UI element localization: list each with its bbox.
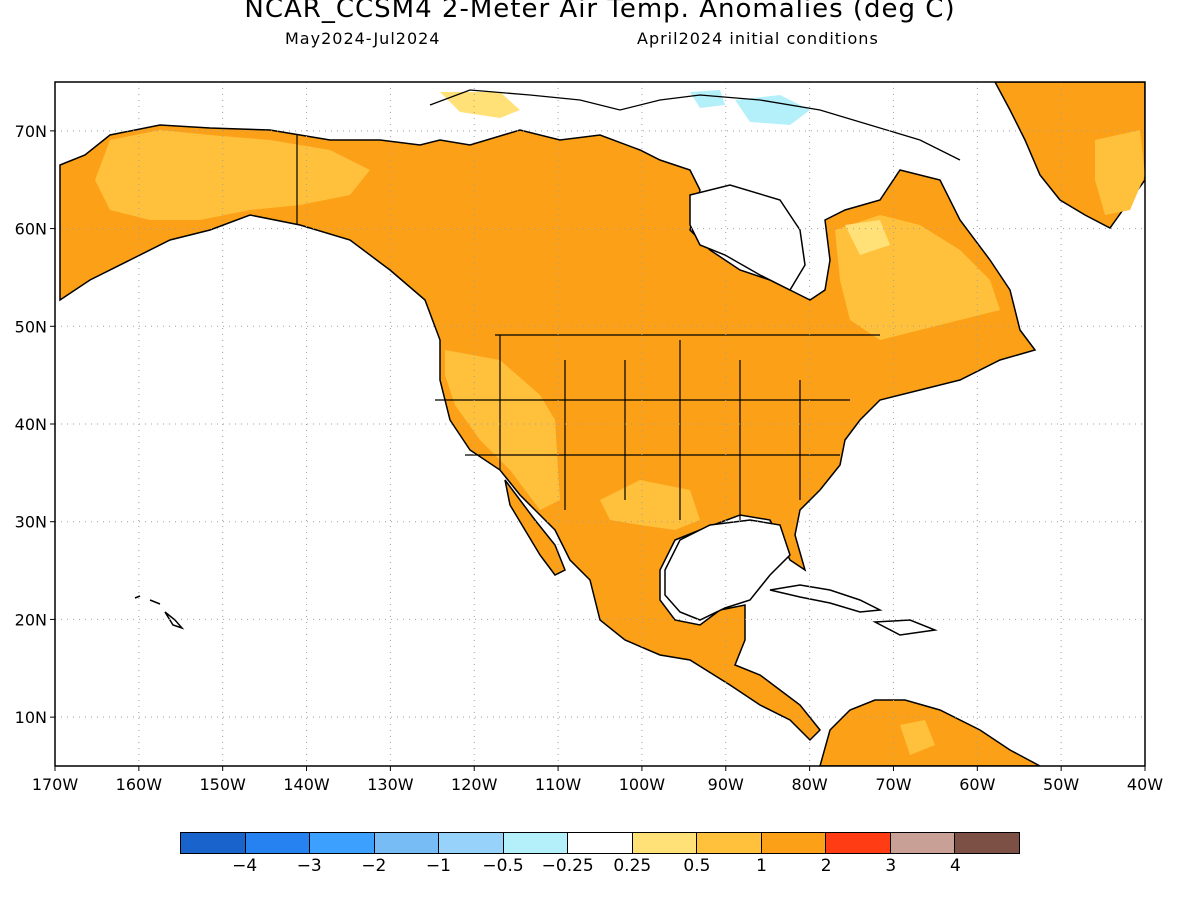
legend-label: −0.25 xyxy=(541,856,594,876)
legend-label: 0.5 xyxy=(683,856,711,876)
legend-swatch xyxy=(761,833,827,853)
cold-anomaly-baffin xyxy=(735,95,810,125)
longitude-label: 70W xyxy=(875,775,911,794)
weak-anomaly-region-north-quebec xyxy=(845,220,890,255)
legend-label: −2 xyxy=(361,856,387,876)
initial-conditions: April2024 initial conditions xyxy=(637,29,879,48)
legend-label: 0.25 xyxy=(613,856,652,876)
legend-swatch xyxy=(181,833,246,853)
legend-label: 4 xyxy=(949,856,961,876)
longitude-label: 80W xyxy=(792,775,828,794)
longitude-label: 90W xyxy=(708,775,744,794)
cold-anomaly-arctic-islands xyxy=(690,90,725,108)
hispaniola-island xyxy=(872,619,938,636)
forecast-period: May2024-Jul2024 xyxy=(285,29,441,48)
legend-swatch xyxy=(503,833,569,853)
weak-anomaly-region-alaska xyxy=(95,130,370,220)
latitude-label: 20N xyxy=(15,610,47,629)
legend-swatch xyxy=(439,833,504,853)
longitude-label: 50W xyxy=(1043,775,1079,794)
longitude-label: 110W xyxy=(535,775,582,794)
map-title: NCAR_CCSM4 2-Meter Air Temp. Anomalies (… xyxy=(244,0,956,24)
longitude-label: 130W xyxy=(367,775,414,794)
legend-swatch xyxy=(632,833,698,853)
longitude-axis: 170W 160W 150W 140W 130W 120W 110W 100W 90W 80W 70… xyxy=(32,766,1163,794)
longitude-label: 40W xyxy=(1127,775,1163,794)
legend-swatch xyxy=(310,833,375,853)
legend-label: 3 xyxy=(885,856,897,876)
latitude-label: 50N xyxy=(15,317,47,336)
longitude-label: 170W xyxy=(32,775,79,794)
latitude-label: 40N xyxy=(15,415,47,434)
hawaii-islands xyxy=(134,595,185,630)
legend-label: −3 xyxy=(296,856,322,876)
legend-label: −4 xyxy=(232,856,258,876)
arctic-islands-outline xyxy=(429,89,961,161)
weak-anomaly-region-greenland xyxy=(1095,130,1145,215)
legend-swatch xyxy=(826,833,891,853)
graticule xyxy=(55,82,1145,766)
longitude-label: 150W xyxy=(200,775,247,794)
color-legend xyxy=(180,832,1020,854)
legend-swatch xyxy=(955,833,1019,853)
weak-anomaly-region-west-us xyxy=(445,350,560,510)
weak-anomaly-region-arctic xyxy=(440,92,520,118)
cuba-island xyxy=(769,584,883,613)
longitude-label: 160W xyxy=(116,775,163,794)
south-america-weak-anomaly xyxy=(900,720,935,755)
latitude-label: 30N xyxy=(15,513,47,532)
legend-swatch xyxy=(374,833,440,853)
latitude-label: 70N xyxy=(15,122,47,141)
longitude-label: 140W xyxy=(283,775,330,794)
legend-label: 2 xyxy=(820,856,832,876)
legend-labels: −4 −3 −2 −1 −0.5 −0.25 0.25 0.5 1 2 3 4 xyxy=(0,856,1200,880)
us-state-borders xyxy=(296,135,880,520)
longitude-label: 60W xyxy=(959,775,995,794)
longitude-label: 120W xyxy=(451,775,498,794)
legend-label: 1 xyxy=(756,856,767,876)
gulf-of-mexico-water xyxy=(664,519,791,621)
legend-swatch xyxy=(697,833,762,853)
longitude-label: 100W xyxy=(619,775,666,794)
baja-california-land xyxy=(504,479,566,576)
legend-swatch xyxy=(890,833,956,853)
latitude-axis: 70N 60N 50N 40N 30N 20N 10N xyxy=(15,122,55,727)
legend-swatch xyxy=(568,833,633,853)
legend-label: −1 xyxy=(425,856,451,876)
hudson-bay-water xyxy=(689,184,806,291)
latitude-label: 60N xyxy=(15,220,47,239)
legend-label: −0.5 xyxy=(482,856,524,876)
latitude-label: 10N xyxy=(15,708,47,727)
legend-swatch xyxy=(245,833,311,853)
